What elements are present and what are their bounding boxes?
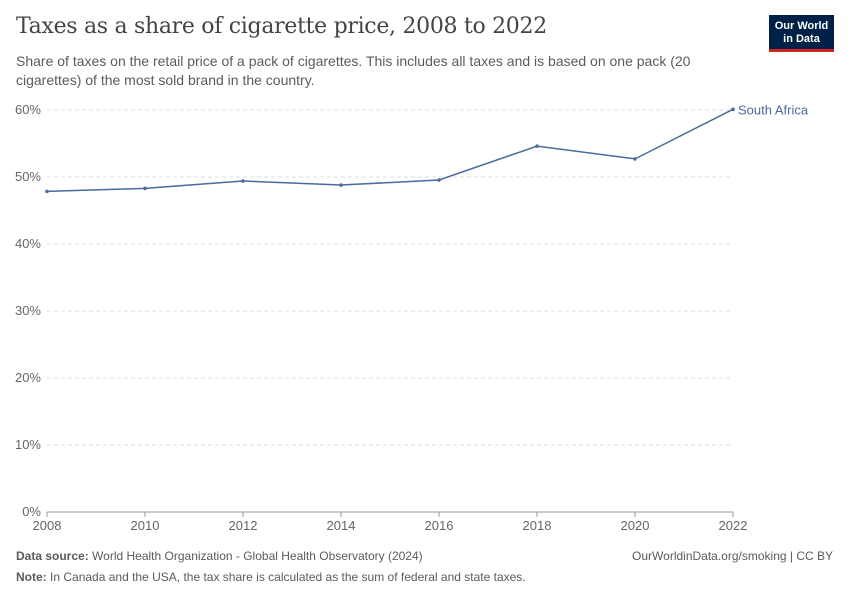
x-tick-label: 2014 [327, 518, 356, 533]
y-tick-label: 40% [15, 236, 41, 251]
y-tick-label: 0% [22, 504, 41, 519]
data-point [45, 189, 49, 194]
logo-line1: Our World [774, 20, 829, 32]
y-tick-label: 60% [15, 102, 41, 117]
y-tick-label: 30% [15, 303, 41, 318]
data-point [633, 157, 637, 161]
data-point [731, 107, 735, 112]
y-tick-label: 20% [15, 370, 41, 385]
x-tick-label: 2022 [719, 518, 748, 533]
data-source: Data source: World Health Organization -… [16, 549, 423, 563]
source-label: Data source: [16, 549, 89, 563]
data-point [339, 183, 343, 187]
x-tick-label: 2018 [523, 518, 552, 533]
logo-line2: in Data [783, 33, 820, 45]
series-line [46, 108, 734, 193]
chart-title: Taxes as a share of cigarette price, 200… [16, 14, 547, 39]
data-point [241, 179, 245, 183]
x-tick-label: 2008 [33, 518, 62, 533]
x-tick-label: 2010 [131, 518, 160, 533]
note-label: Note: [16, 570, 47, 584]
x-tick-label: 2016 [425, 518, 454, 533]
data-point [437, 178, 441, 182]
note-text: In Canada and the USA, the tax share is … [50, 570, 526, 584]
x-tick-label: 2020 [621, 518, 650, 533]
credit[interactable]: OurWorldinData.org/smoking | CC BY [632, 549, 833, 563]
owid-logo[interactable]: Our World in Data [769, 15, 834, 52]
data-point [143, 186, 147, 191]
source-text[interactable]: World Health Organization - Global Healt… [92, 549, 423, 563]
data-point [535, 144, 539, 148]
x-tick-label: 2012 [229, 518, 258, 533]
series-label: South Africa [738, 102, 809, 117]
y-tick-label: 50% [15, 169, 41, 184]
note: Note: In Canada and the USA, the tax sha… [16, 570, 526, 584]
chart-subtitle: Share of taxes on the retail price of a … [16, 53, 691, 88]
y-tick-label: 10% [15, 437, 41, 452]
